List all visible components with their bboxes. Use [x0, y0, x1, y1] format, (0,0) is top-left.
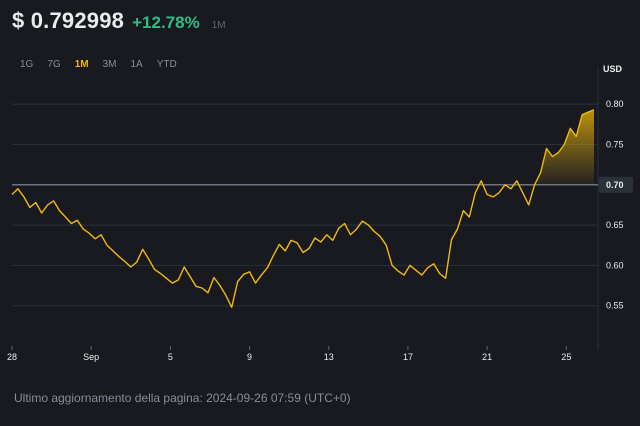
tab-7g[interactable]: 7G: [47, 59, 61, 70]
price-change-percent: +12.78%: [132, 13, 200, 32]
y-tick-label: 0.65: [606, 220, 624, 230]
x-tick-label: 17: [403, 352, 413, 362]
y-tick-label: 0.75: [606, 139, 624, 149]
tab-1a[interactable]: 1A: [130, 59, 143, 70]
x-tick-label: 9: [247, 352, 252, 362]
price-header: $ 0.792998 +12.78% 1M: [12, 8, 226, 34]
x-tick-label: 5: [168, 352, 173, 362]
x-tick-label: 13: [324, 352, 334, 362]
last-updated-text: Ultimo aggiornamento della pagina: 2024-…: [14, 391, 351, 405]
price-series-line[interactable]: [11, 109, 595, 308]
y-tick-label: 0.55: [606, 301, 624, 311]
period-label: 1M: [211, 20, 226, 31]
reference-label: 0.70: [606, 180, 624, 190]
x-tick-label: 25: [561, 352, 571, 362]
y-tick-label: 0.60: [606, 260, 624, 270]
reference-label-box: [599, 176, 633, 193]
y-tick-label: 0.80: [606, 99, 624, 109]
area-fill-above-reference: [534, 109, 595, 185]
current-price: $ 0.792998: [12, 8, 125, 33]
x-tick-label: 21: [482, 352, 492, 362]
y-axis-unit-label: USD: [603, 64, 623, 74]
x-tick-label: Sep: [83, 352, 99, 362]
timeframe-tabs: 1G 7G 1M 3M 1A YTD: [20, 59, 177, 70]
x-tick-label: 28: [7, 352, 17, 362]
tab-ytd[interactable]: YTD: [156, 59, 177, 70]
tab-3m[interactable]: 3M: [102, 59, 117, 70]
tab-1m[interactable]: 1M: [74, 59, 89, 70]
tab-1g[interactable]: 1G: [20, 59, 34, 70]
